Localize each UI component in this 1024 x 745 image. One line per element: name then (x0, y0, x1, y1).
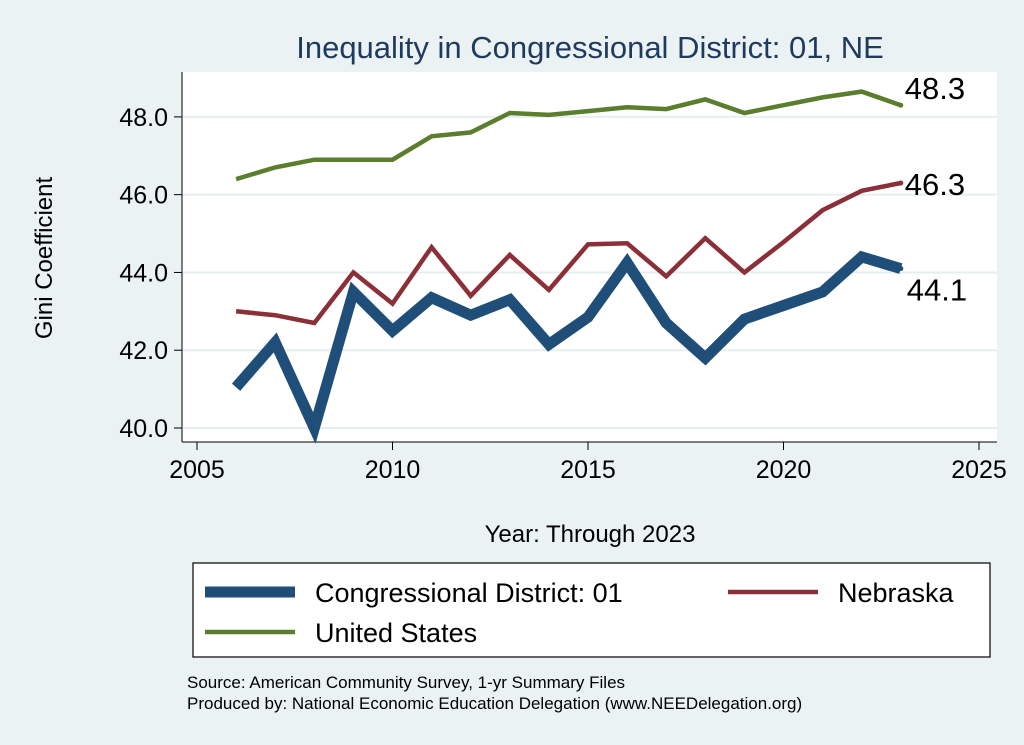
x-tick-label: 2015 (560, 456, 616, 484)
end-value-label-1: 46.3 (905, 167, 965, 202)
y-tick-label: 46.0 (119, 182, 168, 210)
y-tick-label: 42.0 (119, 337, 168, 365)
legend: Congressional District: 01 Nebraska United… (205, 578, 955, 648)
legend-label-1: Nebraska (838, 578, 955, 608)
x-tick-label: 2025 (951, 456, 1007, 484)
source-line: Source: American Community Survey, 1-yr … (187, 673, 625, 692)
legend-label-0: Congressional District: 01 (315, 578, 623, 608)
y-tick-label: 48.0 (119, 104, 168, 132)
series-end-marker-0 (898, 266, 904, 272)
x-axis-label: Year: Through 2023 (485, 521, 696, 548)
legend-label-2: United States (315, 618, 477, 648)
x-axis-ticks: 2005 2010 2015 2020 2025 (169, 442, 1007, 484)
x-tick-label: 2010 (365, 456, 421, 484)
end-labels: 44.1 46.3 48.3 (898, 71, 967, 308)
end-value-label-0: 44.1 (907, 273, 967, 308)
y-axis-label: Gini Coefficient (31, 177, 58, 340)
end-value-label-2: 48.3 (905, 71, 965, 106)
series-line-0 (231, 250, 903, 444)
series-line-2 (235, 89, 902, 182)
chart-title: Inequality in Congressional District: 01… (296, 30, 884, 65)
series-layer (231, 89, 903, 444)
x-tick-label: 2020 (756, 456, 812, 484)
legend-box (192, 562, 991, 658)
y-axis-ticks: 40.0 42.0 44.0 46.0 48.0 (119, 104, 182, 443)
series-end-marker-2 (898, 102, 904, 108)
x-tick-label: 2005 (169, 456, 225, 484)
y-tick-label: 44.0 (119, 259, 168, 287)
series-line-1 (235, 180, 902, 326)
producer-line: Produced by: National Economic Education… (187, 694, 802, 713)
y-tick-label: 40.0 (119, 415, 168, 443)
series-end-marker-1 (898, 180, 904, 186)
